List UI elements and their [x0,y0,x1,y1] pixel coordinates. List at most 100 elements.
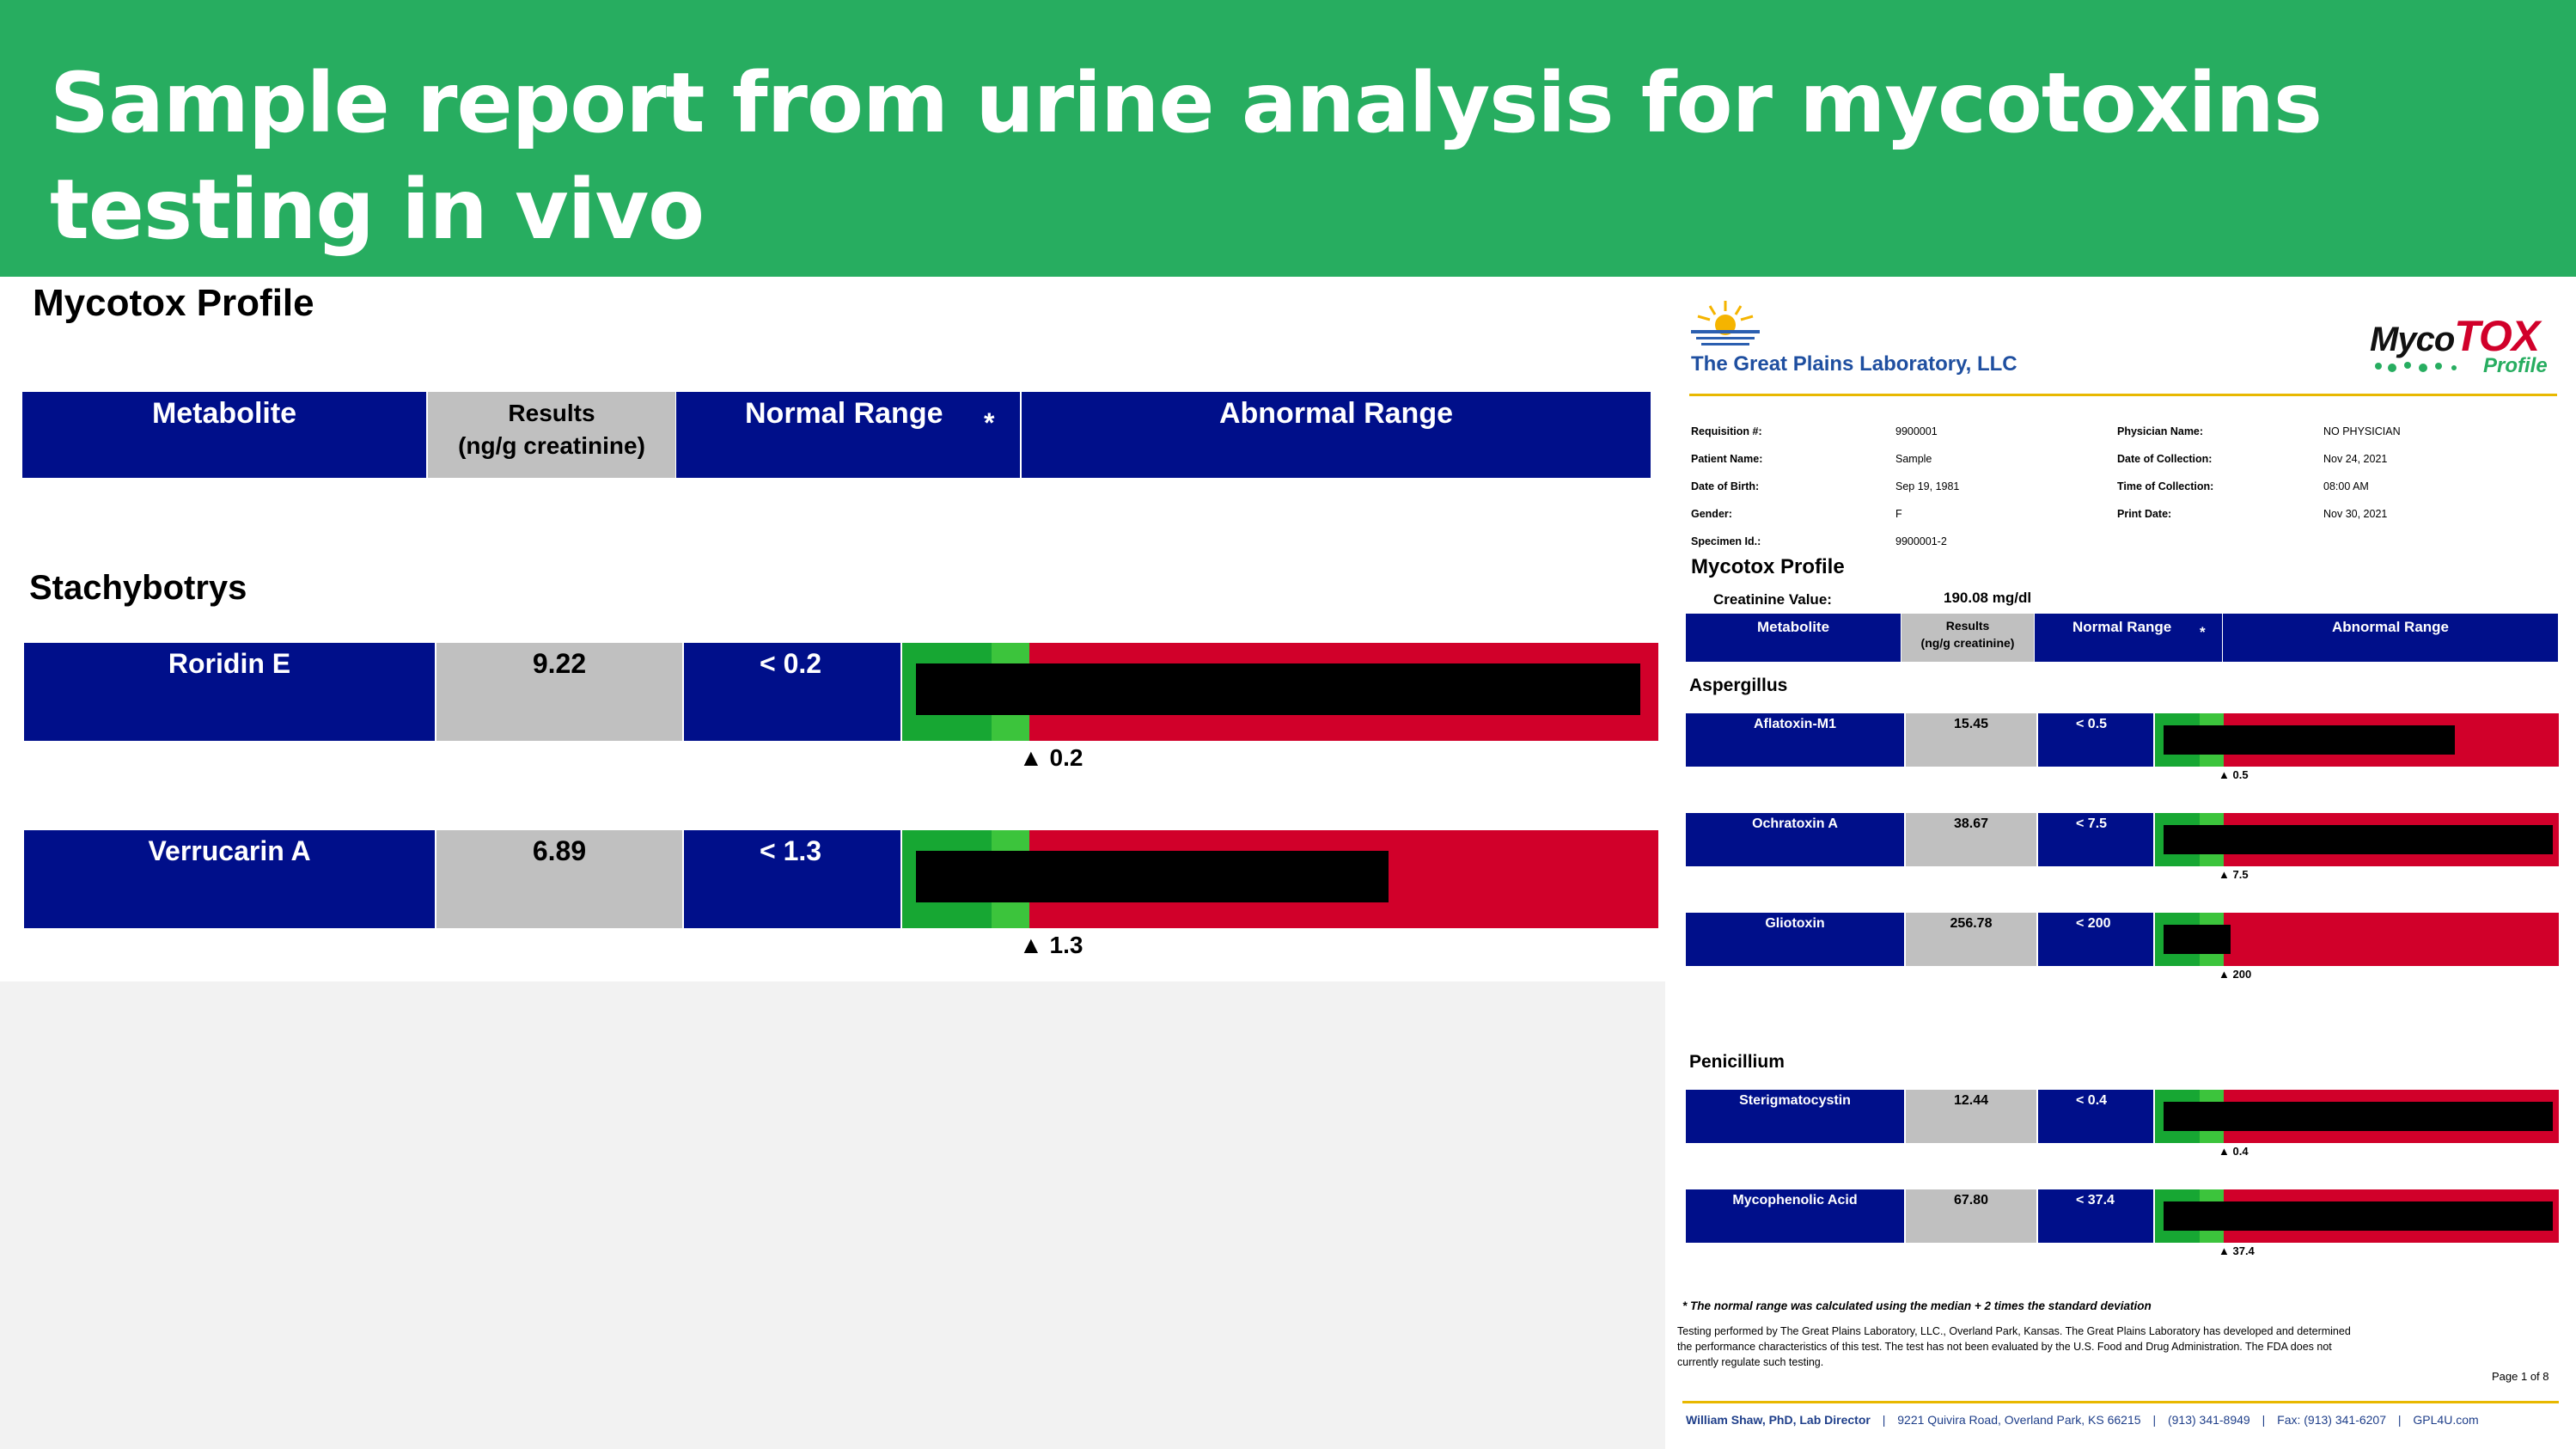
report-row-name: Gliotoxin [1686,913,1904,966]
footer-phone: (913) 341-8949 [2167,1413,2250,1427]
zoom-profile-title: Mycotox Profile [33,282,314,324]
info-right-labels: Physician Name: Date of Collection: Time… [2117,418,2323,528]
report-row-result: 67.80 [1906,1189,2036,1243]
report-header-normal-label: Normal Range [2072,619,2172,635]
header-rule [1689,394,2557,396]
report-header-abnormal-label: Abnormal Range [2331,619,2450,635]
section-penicillium: Penicillium [1689,1052,1785,1072]
logo-myco: Myco [2370,321,2455,358]
info-label: Time of Collection: [2117,480,2214,492]
report-header-results: Results (ng/g creatinine) [1901,614,2034,662]
footer-sep: | [2152,1413,2157,1427]
info-label: Specimen Id.: [1691,535,1761,547]
info-value: Nov 30, 2021 [2323,508,2388,520]
slide-title-line-1: Sample report from urine analysis for my… [50,55,2323,151]
zoom-header-metabolite: Metabolite [22,392,426,478]
info-left-values: 9900001 Sample Sep 19, 1981 F 9900001-2 [1895,418,2110,555]
footer-fax: Fax: (913) 341-6207 [2277,1413,2386,1427]
report-result-bar [2164,1201,2553,1231]
zoom-row-result-text: 6.89 [532,835,587,866]
empty-grey-area [0,981,1665,1449]
zoom-header-results-line1: Results [508,400,595,426]
report-range-marker: ▲ 7.5 [2219,868,2249,881]
report-row-range: < 200 [2038,913,2153,966]
sun-logo-icon [1691,301,1760,345]
title-banner [0,0,2576,277]
report-row-name: Ochratoxin A [1686,813,1904,866]
report-abnormal-band [2224,913,2559,966]
lab-name: The Great Plains Laboratory, LLC [1691,352,2017,376]
info-label: Date of Collection: [2117,453,2213,465]
report-result-bar [2164,725,2455,755]
footer-sep: | [2262,1413,2266,1427]
zoom-range-marker: ▲ 0.2 [1019,744,1084,771]
creatinine-label: Creatinine Value: [1713,591,1832,608]
zoom-row-range: < 1.3 [684,830,900,928]
zoom-row-range-text: < 0.2 [760,648,822,679]
report-row-name: Mycophenolic Acid [1686,1189,1904,1243]
disclaimer-line: currently regulate such testing. [1677,1356,1824,1368]
zoom-header-metabolite-label: Metabolite [151,397,297,430]
info-value: Sep 19, 1981 [1895,480,1960,492]
info-label: Physician Name: [2117,425,2204,437]
footer-rule [1682,1401,2559,1403]
report-row-result: 256.78 [1906,913,2036,966]
report-row-result: 12.44 [1906,1090,2036,1143]
zoom-row-name-text: Roridin E [168,648,291,679]
slide-title-line-2: testing in vivo [50,162,705,258]
footnote: * The normal range was calculated using … [1682,1299,2152,1312]
report-range-marker: ▲ 0.4 [2219,1145,2249,1158]
info-value: Sample [1895,453,1932,465]
zoom-row-name: Verrucarin A [24,830,435,928]
report-row-range: < 37.4 [2038,1189,2153,1243]
disclaimer: Testing performed by The Great Plains La… [1677,1324,2536,1370]
disclaimer-line: Testing performed by The Great Plains La… [1677,1325,2351,1337]
spores-logo-icon [2375,362,2457,372]
info-label: Requisition #: [1691,425,1762,437]
footer-sep: | [1882,1413,1886,1427]
info-label: Gender: [1691,508,1732,520]
report-row-range: < 0.5 [2038,713,2153,767]
zoom-range-marker: ▲ 1.3 [1019,932,1084,958]
report-header-abnormal: Abnormal Range [2223,614,2558,662]
report-header-normal: Normal Range * [2035,614,2222,662]
report-range-marker: ▲ 200 [2219,968,2252,981]
report-row-name: Aflatoxin-M1 [1686,713,1904,767]
zoom-result-bar [916,663,1640,715]
info-label: Patient Name: [1691,453,1763,465]
zoom-header-results-line2: (ng/g creatinine) [458,432,645,459]
zoom-header-normal-label: Normal Range [745,397,943,430]
footer-director: William Shaw, PhD, Lab Director [1686,1413,1871,1427]
info-label: Print Date: [2117,508,2172,520]
report-row-range: < 0.4 [2038,1090,2153,1143]
zoom-row-name: Roridin E [24,643,435,741]
zoom-row-range-text: < 1.3 [760,835,822,866]
zoom-header-normal: Normal Range * [676,392,1020,478]
report-range-marker: ▲ 0.5 [2219,768,2249,781]
zoom-result-bar [916,851,1389,902]
page-number: Page 1 of 8 [2492,1370,2549,1383]
info-value: F [1895,508,1902,520]
logo-profile: Profile [2483,354,2548,377]
zoom-row-range: < 0.2 [684,643,900,741]
report-header-metabolite-label: Metabolite [1756,619,1830,635]
zoom-row-result: 9.22 [436,643,682,741]
zoom-row-result: 6.89 [436,830,682,928]
zoom-header-asterisk: * [984,407,995,438]
report-header-metabolite: Metabolite [1686,614,1901,662]
info-value: NO PHYSICIAN [2323,425,2401,437]
info-right-values: NO PHYSICIAN Nov 24, 2021 08:00 AM Nov 3… [2323,418,2547,528]
logo-tox: TOX [2454,312,2540,360]
report-footer: William Shaw, PhD, Lab Director | 9221 Q… [1686,1413,2479,1427]
report-range-marker: ▲ 37.4 [2219,1244,2255,1257]
info-label: Date of Birth: [1691,480,1760,492]
slide-title: Sample report from urine analysis for my… [50,50,2542,263]
report-header-asterisk: * [2200,624,2206,640]
zoom-row-result-text: 9.22 [532,648,587,679]
info-value: Nov 24, 2021 [2323,453,2388,465]
info-value: 08:00 AM [2323,480,2369,492]
report-row-result: 15.45 [1906,713,2036,767]
zoom-section-stachybotrys: Stachybotrys [29,569,247,607]
disclaimer-line: the performance characteristics of this … [1677,1341,2332,1353]
zoom-header-abnormal: Abnormal Range [1022,392,1651,478]
